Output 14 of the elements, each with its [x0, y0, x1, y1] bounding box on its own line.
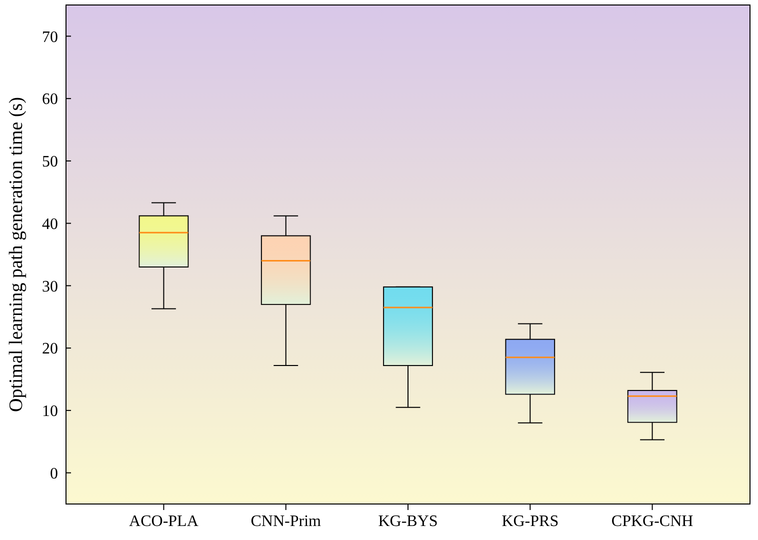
x-tick-label: KG-PRS [502, 513, 559, 530]
x-tick-label: CPKG-CNH [611, 513, 694, 530]
y-tick-label: 10 [42, 403, 58, 420]
y-tick-label: 20 [42, 340, 58, 358]
x-tick-label: ACO-PLA [129, 513, 199, 530]
y-axis-title: Optimal learning path generation time (s) [6, 97, 27, 412]
x-tick-label: KG-BYS [378, 513, 438, 530]
y-tick-label: 70 [42, 28, 58, 46]
y-tick-label: 30 [42, 278, 58, 296]
y-tick-label: 60 [42, 91, 58, 108]
x-tick-label: CNN-Prim [250, 513, 322, 530]
y-tick-label: 50 [42, 154, 58, 171]
y-tick-label: 40 [42, 216, 58, 233]
y-tick-label: 0 [50, 465, 58, 482]
